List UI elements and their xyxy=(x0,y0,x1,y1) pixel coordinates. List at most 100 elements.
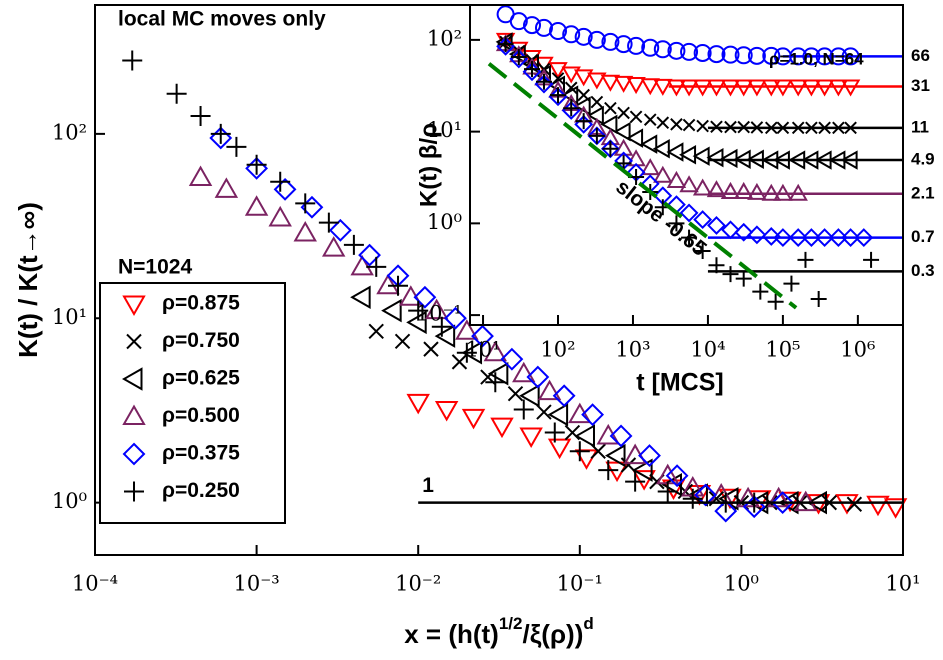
marker xyxy=(600,114,618,135)
marker xyxy=(601,33,620,51)
marker xyxy=(666,170,687,188)
marker xyxy=(682,488,703,509)
marker xyxy=(706,180,727,198)
marker xyxy=(547,438,572,460)
marker xyxy=(710,120,723,134)
marker xyxy=(747,182,767,200)
plateau-label: 0.3 xyxy=(911,261,935,280)
marker xyxy=(714,499,738,523)
marker xyxy=(604,101,617,115)
marker xyxy=(682,118,696,132)
legend-marker xyxy=(122,442,146,466)
marker xyxy=(773,228,793,247)
marker xyxy=(587,30,606,49)
marker xyxy=(693,44,712,62)
marker xyxy=(679,175,699,193)
fit-line xyxy=(487,62,798,310)
marker xyxy=(614,35,633,53)
marker xyxy=(406,310,427,335)
marker xyxy=(122,50,143,71)
marker xyxy=(381,298,402,323)
marker xyxy=(561,66,581,84)
x-tick-label: 10⁻³ xyxy=(233,572,279,596)
marker xyxy=(783,275,800,292)
marker xyxy=(214,177,239,198)
marker xyxy=(574,424,595,448)
marker xyxy=(789,47,808,66)
marker xyxy=(761,150,779,170)
marker xyxy=(524,61,541,78)
inset-x-axis-label: t [MCS] xyxy=(636,369,723,397)
y-tick-label: 10¹ xyxy=(52,305,87,329)
x-axis-label-part: 1/2 xyxy=(499,614,523,633)
marker xyxy=(210,123,231,144)
plateau-label: 0.7 xyxy=(911,227,935,246)
marker xyxy=(547,402,569,427)
marker xyxy=(720,79,741,97)
marker xyxy=(166,83,187,104)
marker xyxy=(552,384,576,408)
inset-y-axis-label: K(t) β/ρ xyxy=(415,123,442,207)
marker xyxy=(840,150,858,170)
marker xyxy=(761,79,782,97)
marker xyxy=(408,300,429,321)
marker xyxy=(626,77,646,95)
marker xyxy=(706,79,727,97)
marker xyxy=(190,106,211,127)
marker xyxy=(226,136,247,157)
marker xyxy=(752,283,769,300)
marker xyxy=(666,142,684,162)
marker xyxy=(512,361,536,383)
reference-label: 1 xyxy=(422,474,434,497)
marker xyxy=(653,78,673,96)
marker xyxy=(640,134,658,154)
marker xyxy=(451,354,468,370)
marker xyxy=(720,181,741,199)
legend-label: ρ=0.750 xyxy=(162,329,240,352)
marker xyxy=(680,42,699,61)
marker xyxy=(295,193,316,214)
marker xyxy=(707,45,726,64)
marker xyxy=(810,290,827,307)
marker xyxy=(692,146,710,166)
plateau-label: 2.1 xyxy=(911,183,935,202)
marker xyxy=(708,257,725,274)
marker xyxy=(343,234,364,255)
legend-marker xyxy=(124,481,144,502)
marker xyxy=(246,154,267,175)
marker xyxy=(666,79,687,97)
marker xyxy=(495,32,516,50)
x-axis-label-part: x = (h(t) xyxy=(404,619,499,649)
marker xyxy=(602,140,619,157)
marker xyxy=(574,27,593,46)
marker xyxy=(747,46,766,65)
marker xyxy=(656,116,670,130)
x-tick-label: 10⁰ xyxy=(724,572,759,596)
marker xyxy=(600,74,621,92)
marker xyxy=(456,342,477,363)
marker xyxy=(693,210,713,229)
marker xyxy=(835,494,859,515)
y-axis-label: K(t) / K(t→∞) xyxy=(13,202,43,358)
x-tick-label: 10⁻¹ xyxy=(557,572,603,596)
series-annotation: ρ=1.0, N=64 xyxy=(769,49,864,68)
plateau-label: 66 xyxy=(911,46,930,65)
marker xyxy=(761,183,782,201)
marker xyxy=(750,121,764,134)
marker xyxy=(863,251,880,268)
marker xyxy=(652,139,670,159)
marker xyxy=(366,256,387,277)
marker xyxy=(350,254,374,276)
marker xyxy=(431,316,452,337)
legend-label: ρ=0.500 xyxy=(162,404,240,427)
marker xyxy=(563,100,580,117)
marker xyxy=(270,171,291,192)
marker xyxy=(581,403,605,427)
marker xyxy=(692,79,713,97)
marker xyxy=(805,121,818,135)
marker xyxy=(562,25,581,44)
marker xyxy=(694,483,717,507)
marker xyxy=(598,460,619,481)
marker xyxy=(797,251,814,268)
